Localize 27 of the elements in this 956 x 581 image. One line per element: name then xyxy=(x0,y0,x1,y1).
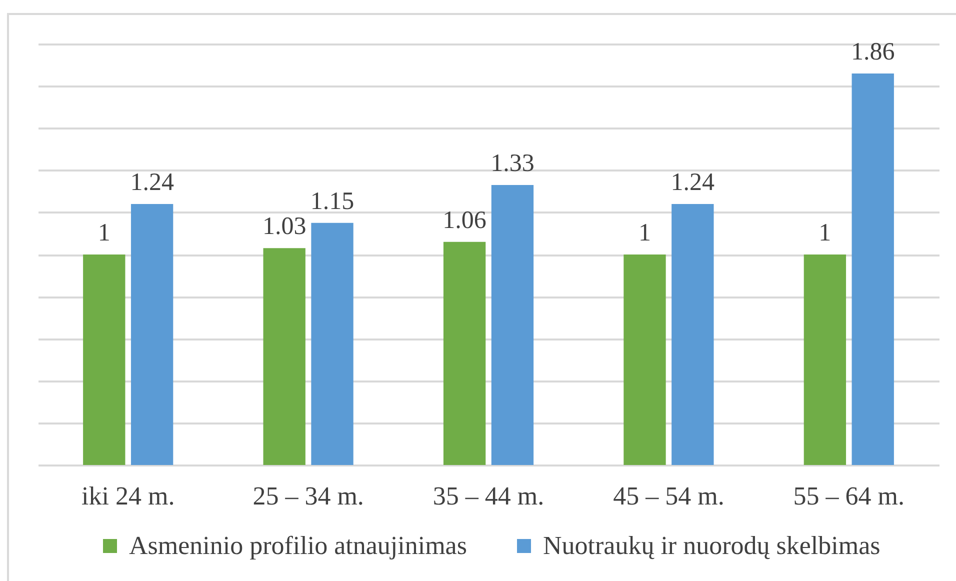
data-label: 1.24 xyxy=(130,168,174,196)
data-label: 1.03 xyxy=(262,213,306,240)
data-label: 1.24 xyxy=(670,168,716,196)
bar xyxy=(804,254,846,465)
data-label: 1.33 xyxy=(490,150,534,178)
bar xyxy=(672,204,714,465)
bar xyxy=(491,185,534,465)
x-tick-label: 55 – 64 m. xyxy=(793,482,905,510)
legend-label: Asmeninio profilio atnaujinimas xyxy=(129,531,467,560)
data-label: 1 xyxy=(98,220,110,246)
bar xyxy=(130,204,174,465)
data-label: 1 xyxy=(818,220,832,246)
bar xyxy=(624,254,666,465)
bar xyxy=(443,242,486,465)
x-tick-label: 35 – 44 m. xyxy=(432,482,544,510)
bar xyxy=(852,73,894,465)
data-label: 1.06 xyxy=(442,206,486,234)
bar xyxy=(263,248,306,465)
x-tick-label: 45 – 54 m. xyxy=(613,482,724,510)
x-tick-label: 25 – 34 m. xyxy=(252,482,364,510)
data-label: 1.15 xyxy=(310,188,354,215)
bar xyxy=(311,222,354,465)
bar xyxy=(83,254,126,465)
data-label: 1.86 xyxy=(850,38,895,66)
x-tick-label: iki 24 m. xyxy=(82,482,175,510)
data-label: 1 xyxy=(638,220,651,246)
legend-label: Nuotraukų ir nuorodų skelbimas xyxy=(543,531,880,560)
